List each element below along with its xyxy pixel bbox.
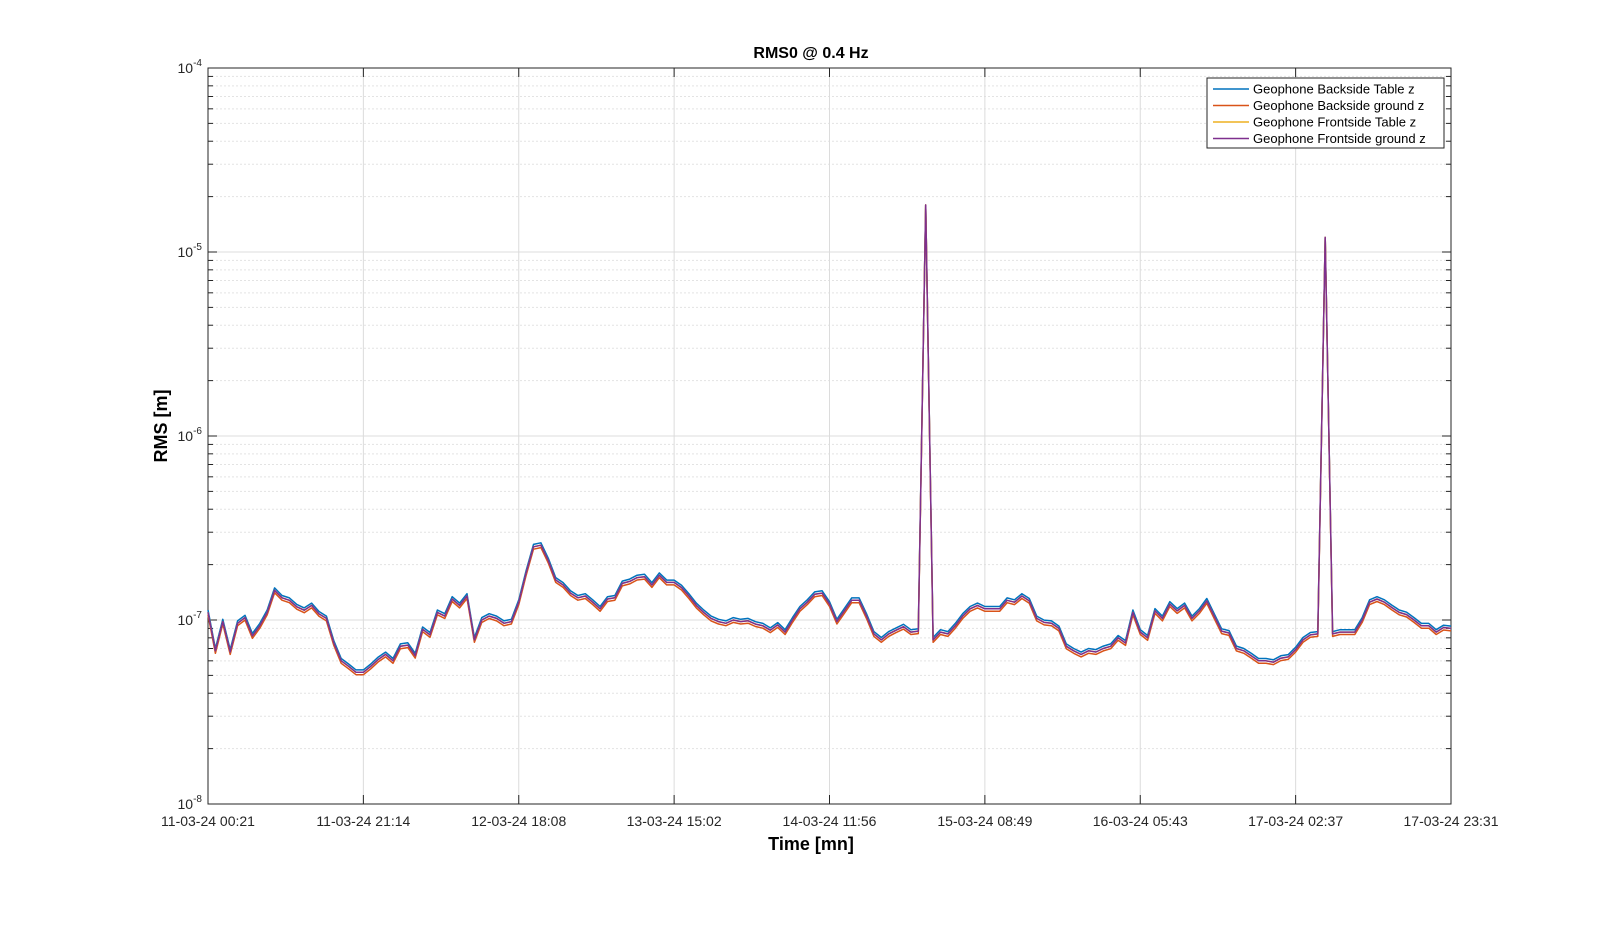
chart-title: RMS0 @ 0.4 Hz xyxy=(753,45,868,62)
legend-label: Geophone Backside Table z xyxy=(1253,82,1415,97)
y-axis-title: RMS [m] xyxy=(151,390,171,463)
x-tick-label: 17-03-24 02:37 xyxy=(1248,813,1343,829)
series-line-2 xyxy=(207,204,1452,676)
x-tick-label: 12-03-24 18:08 xyxy=(471,813,566,829)
series-line-4 xyxy=(207,204,1452,674)
x-axis-title: Time [mn] xyxy=(768,834,854,854)
legend-label: Geophone Backside ground z xyxy=(1253,98,1424,113)
x-tick-label: 14-03-24 11:56 xyxy=(783,813,877,829)
grid-layer xyxy=(207,67,1452,805)
x-tick-label: 11-03-24 00:21 xyxy=(161,813,255,829)
x-tick-label: 11-03-24 21:14 xyxy=(316,813,410,829)
x-tick-label: 17-03-24 23:31 xyxy=(1404,813,1499,829)
x-tick-label: 15-03-24 08:49 xyxy=(937,813,1032,829)
y-tick-label: 10-4 xyxy=(178,58,203,76)
x-tick-label: 16-03-24 05:43 xyxy=(1093,813,1188,829)
x-tick-label: 13-03-24 15:02 xyxy=(627,813,722,829)
y-tick-label: 10-6 xyxy=(178,426,203,444)
series-layer xyxy=(207,204,1452,676)
y-tick-label: 10-5 xyxy=(178,242,203,260)
ticks-layer: 10-8 10-7 10-6 10-5 10-4 11-03-24 00:21 11-03-… xyxy=(161,58,1499,829)
legend-label: Geophone Frontside ground z xyxy=(1253,131,1426,146)
y-tick-label: 10-7 xyxy=(178,610,203,628)
legend-label: Geophone Frontside Table z xyxy=(1253,115,1416,130)
y-tick-label: 10-8 xyxy=(178,794,203,812)
